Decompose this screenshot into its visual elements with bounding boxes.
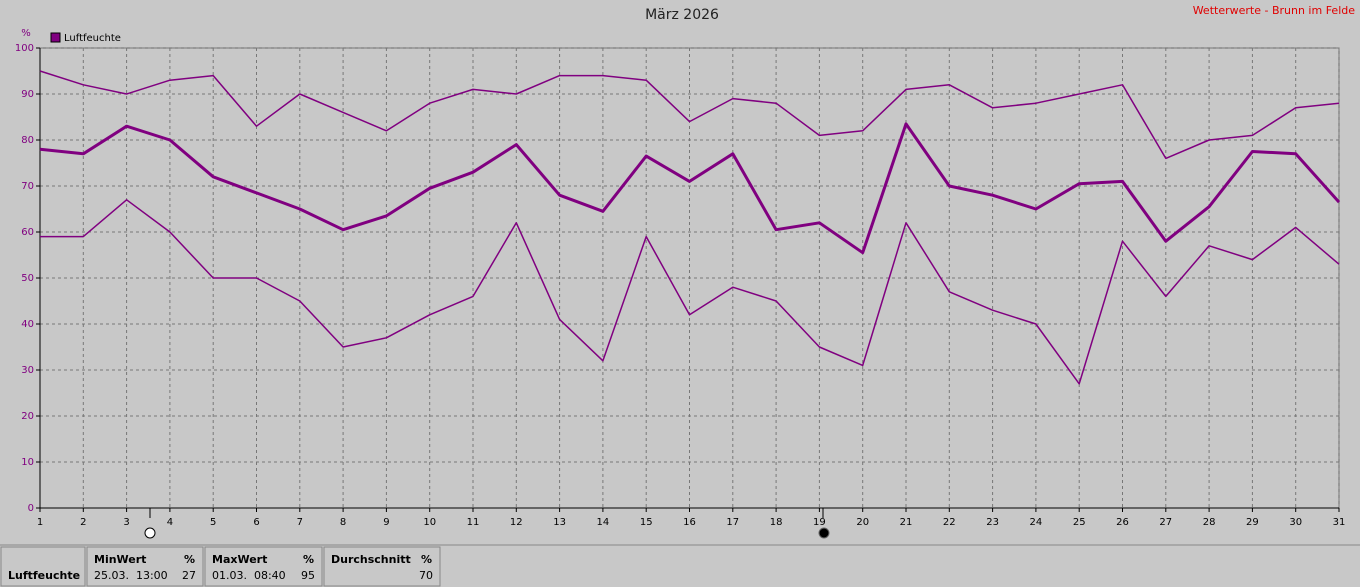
x-tick-label: 27 [1159, 517, 1172, 528]
summary-unit: % [421, 553, 432, 566]
x-tick-label: 22 [943, 517, 956, 528]
y-unit: % [21, 28, 31, 39]
y-tick-label: 20 [21, 411, 34, 422]
summary-unit: % [303, 553, 314, 566]
x-tick-label: 14 [597, 517, 610, 528]
y-tick-label: 10 [21, 457, 34, 468]
y-tick-label: 80 [21, 135, 34, 146]
sun-marker [144, 527, 156, 539]
y-tick-label: 30 [21, 365, 34, 376]
x-tick-label: 11 [467, 517, 480, 528]
x-tick-label: 5 [210, 517, 216, 528]
x-tick-label: 8 [340, 517, 346, 528]
series-line [39, 70, 1340, 160]
y-tick-label: 0 [28, 503, 34, 514]
summary-header: MaxWert [212, 553, 267, 566]
summary-header: Durchschnitt [331, 553, 411, 566]
y-tick-label: 40 [21, 319, 34, 330]
x-tick-label: 18 [770, 517, 783, 528]
summary-cell [323, 546, 441, 587]
x-tick-label: 26 [1116, 517, 1129, 528]
x-tick-label: 2 [80, 517, 86, 528]
x-tick-label: 12 [510, 517, 523, 528]
summary-time: 25.03. 13:00 [94, 569, 168, 582]
x-tick-label: 25 [1073, 517, 1086, 528]
x-tick-label: 20 [856, 517, 869, 528]
x-tick-label: 9 [383, 517, 389, 528]
y-tick-label: 60 [21, 227, 34, 238]
x-tick-label: 4 [167, 517, 173, 528]
x-tick-label: 13 [553, 517, 566, 528]
x-tick-label: 10 [423, 517, 436, 528]
chart-title: März 2026 [645, 7, 719, 23]
series-line [39, 122, 1341, 255]
summary-time: 01.03. 08:40 [212, 569, 286, 582]
x-tick-label: 3 [123, 517, 129, 528]
x-tick-label: 30 [1289, 517, 1302, 528]
x-tick-label: 16 [683, 517, 696, 528]
moon-marker [818, 527, 830, 539]
x-tick-label: 24 [1030, 517, 1043, 528]
x-tick-label: 23 [986, 517, 999, 528]
legend-swatch [50, 32, 61, 43]
y-tick-label: 50 [21, 273, 34, 284]
summary-value: 70 [419, 569, 433, 582]
x-tick-label: 7 [297, 517, 303, 528]
summary-cell [86, 546, 204, 587]
x-tick-label: 31 [1333, 517, 1346, 528]
x-tick-label: 17 [726, 517, 739, 528]
summary-value: 27 [182, 569, 196, 582]
x-tick-label: 28 [1203, 517, 1216, 528]
summary-cell [0, 546, 86, 587]
y-tick-label: 90 [21, 89, 34, 100]
summary-unit: % [184, 553, 195, 566]
y-tick-label: 100 [15, 43, 34, 54]
x-tick-label: 19 [813, 517, 826, 528]
x-tick-label: 21 [900, 517, 913, 528]
y-tick-label: 70 [21, 181, 34, 192]
x-tick-label: 15 [640, 517, 653, 528]
x-tick-label: 6 [253, 517, 259, 528]
legend-label: Luftfeuchte [64, 33, 121, 44]
x-tick-label: 1 [37, 517, 43, 528]
summary-header: MinWert [94, 553, 146, 566]
source-label: Wetterwerte - Brunn im Felde [1193, 4, 1356, 17]
x-tick-label: 29 [1246, 517, 1259, 528]
summary-label: Luftfeuchte [8, 569, 80, 582]
series-line [40, 199, 1340, 385]
summary-value: 95 [301, 569, 315, 582]
summary-cell [204, 546, 323, 587]
